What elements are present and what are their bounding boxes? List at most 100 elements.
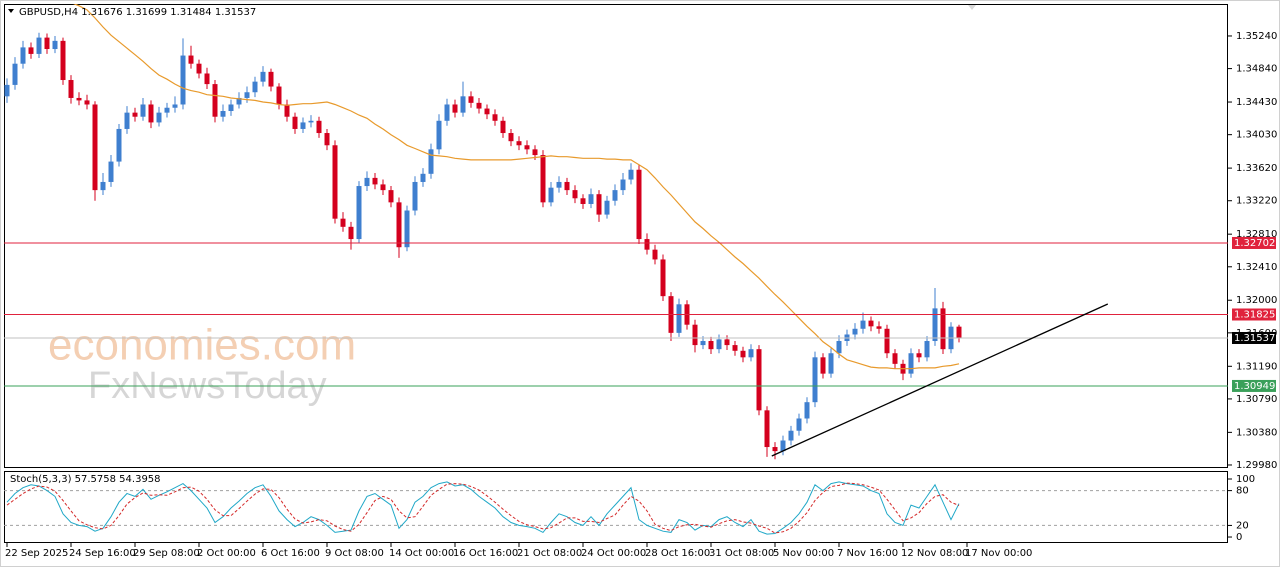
x-tick-label: 14 Oct 00:00 <box>389 548 454 559</box>
y-tick-label: 1.32810 <box>1236 229 1277 240</box>
x-tick-label: 7 Nov 16:00 <box>837 548 898 559</box>
candle-body <box>284 104 290 117</box>
candle-body <box>100 181 106 191</box>
candle-body <box>916 353 922 358</box>
candle-body <box>724 339 730 346</box>
candle-body <box>380 184 386 191</box>
candle-body <box>260 71 266 82</box>
candle-body <box>324 133 330 146</box>
candle-body <box>148 104 154 123</box>
level-label: 1.31537 <box>1234 333 1275 344</box>
candle-body <box>924 341 930 358</box>
candle-body <box>620 179 626 191</box>
candle-body <box>404 210 410 248</box>
candle-body <box>468 96 474 103</box>
candle-body <box>772 447 778 452</box>
candle-body <box>428 149 434 174</box>
candle-body <box>636 169 642 240</box>
indicator-line <box>6 482 960 534</box>
candle-body <box>708 341 714 350</box>
shift-marker <box>968 5 976 10</box>
candle-body <box>676 304 682 333</box>
level-label-box <box>1232 331 1276 344</box>
candle-body <box>244 92 250 98</box>
candle-body <box>252 81 258 93</box>
candle-body <box>444 104 450 121</box>
y-tick-label: 1.32000 <box>1236 295 1277 306</box>
stoch-panel <box>4 471 1228 543</box>
candle-body <box>268 71 274 87</box>
level-label-box <box>1232 308 1276 321</box>
candle-body <box>228 104 234 112</box>
watermark: economies.com <box>48 321 356 370</box>
candle-body <box>132 112 138 117</box>
candle-body <box>556 181 562 188</box>
y-tick-label: 0 <box>1236 532 1242 543</box>
candle-body <box>508 133 514 142</box>
candle-body <box>532 149 538 156</box>
candle-body <box>140 104 146 117</box>
candle-body <box>28 47 34 54</box>
y-tick-label: 1.34840 <box>1236 64 1277 75</box>
trendline <box>771 303 1109 457</box>
x-tick-label: 29 Sep 08:00 <box>133 548 200 559</box>
candle-body <box>756 349 762 411</box>
candle-body <box>388 190 394 203</box>
candle-body <box>836 341 842 354</box>
candle-body <box>732 345 738 351</box>
candle-body <box>68 80 74 98</box>
candle-body <box>348 226 354 240</box>
candle-body <box>644 239 650 250</box>
y-tick-label: 20 <box>1236 520 1249 531</box>
indicator-line <box>6 481 960 535</box>
candle-body <box>828 353 834 374</box>
candle-body <box>60 40 66 81</box>
y-tick-label: 1.35240 <box>1236 31 1277 42</box>
candle-body <box>292 116 298 129</box>
candle-body <box>420 173 426 182</box>
candle-body <box>476 102 482 109</box>
level-label: 1.32702 <box>1234 238 1275 249</box>
x-tick-label: 24 Sep 16:00 <box>69 548 136 559</box>
candle-body <box>164 107 170 113</box>
plot-layer: 1.35240 1.34840 1.34430 1.34030 1.33620 1.332… <box>4 4 1277 559</box>
candle-body <box>820 357 826 374</box>
candle-body <box>452 104 458 113</box>
candle-body <box>796 418 802 431</box>
level-label-box <box>1232 379 1276 392</box>
candle-body <box>124 112 130 129</box>
candle-body <box>108 161 114 182</box>
candle-body <box>156 112 162 123</box>
candle-body <box>764 410 770 448</box>
candle-body <box>12 63 18 85</box>
candle-body <box>692 324 698 346</box>
candle-body <box>612 190 618 201</box>
candle-body <box>52 40 58 50</box>
candle-body <box>860 320 866 329</box>
candle-body <box>812 357 818 403</box>
candle-body <box>908 353 914 374</box>
candle-body <box>300 122 306 129</box>
candle-body <box>84 100 90 105</box>
x-tick-label: 22 Sep 2025 <box>5 548 68 559</box>
level-label: 1.30949 <box>1234 381 1275 392</box>
candle-body <box>372 177 378 185</box>
candle-body <box>716 339 722 350</box>
candle-body <box>340 218 346 227</box>
candle-body <box>204 73 210 85</box>
candle-body <box>436 120 442 150</box>
candle-body <box>44 37 50 50</box>
chart-title: GBPUSD,H4 1.31676 1.31699 1.31484 1.3153… <box>19 7 256 18</box>
candle-body <box>76 97 82 101</box>
candle-body <box>516 141 522 146</box>
main-panel <box>4 4 1228 468</box>
x-tick-label: 2 Oct 00:00 <box>197 548 256 559</box>
level-label-box <box>1232 236 1276 249</box>
candle-body <box>356 186 362 240</box>
candle-body <box>316 120 322 134</box>
candle-body <box>460 96 466 113</box>
candle-body <box>940 308 946 350</box>
candle-body <box>660 259 666 297</box>
candle-body <box>396 202 402 248</box>
candle-body <box>876 326 882 329</box>
